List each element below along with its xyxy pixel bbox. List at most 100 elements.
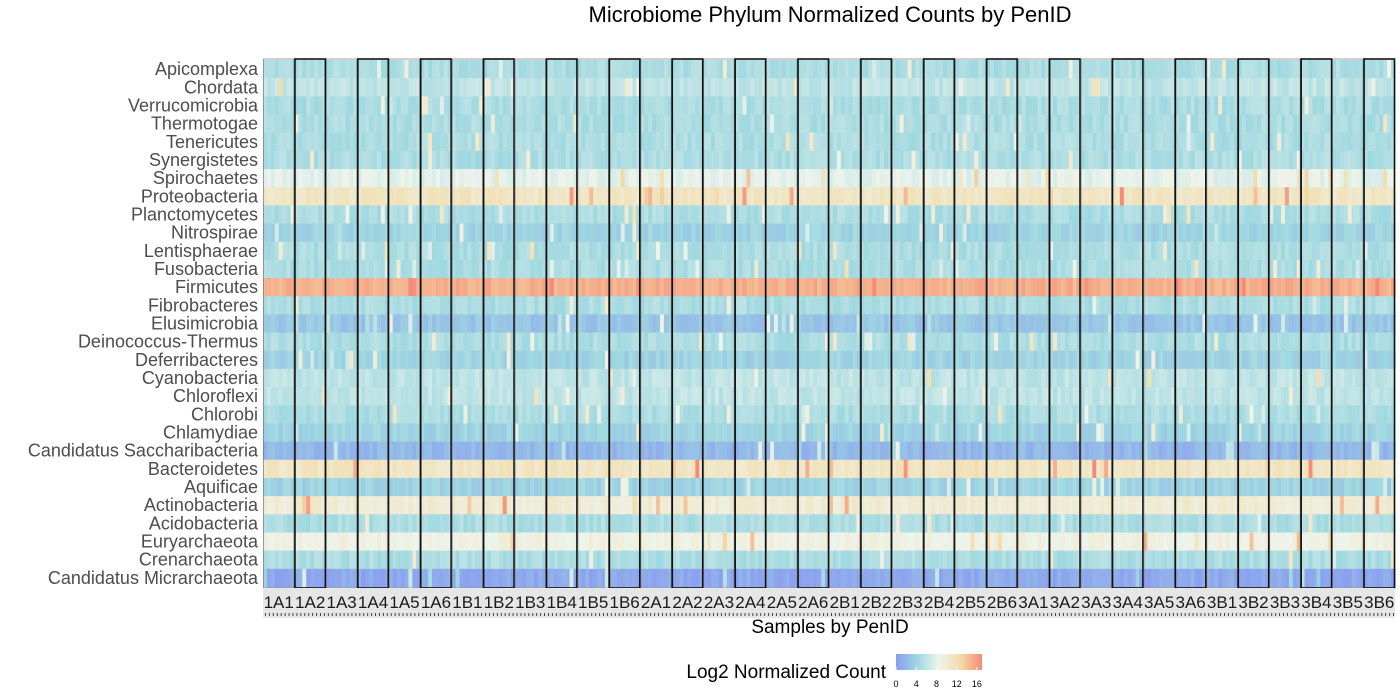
heatmap-cell xyxy=(950,350,956,370)
heatmap-cell xyxy=(817,314,822,334)
heatmap-cell xyxy=(557,241,563,261)
heatmap-cell xyxy=(1013,241,1019,261)
heatmap-cell xyxy=(746,314,751,334)
heatmap-cell xyxy=(361,296,366,316)
heatmap-cell xyxy=(829,169,834,188)
heatmap-cell xyxy=(738,150,744,170)
heatmap-cell xyxy=(534,150,539,170)
heatmap-cell xyxy=(408,241,413,261)
heatmap-cell xyxy=(1233,223,1239,243)
heatmap-cell xyxy=(1178,96,1184,116)
heatmap-cell xyxy=(1253,241,1259,261)
heatmap-cell xyxy=(581,332,586,352)
heatmap-cell xyxy=(648,60,653,79)
heatmap-cell xyxy=(801,132,807,152)
heatmap-cell xyxy=(715,314,720,334)
heatmap-cell xyxy=(970,78,976,97)
heatmap-cell xyxy=(290,314,296,334)
heatmap-cell xyxy=(1355,205,1361,225)
heatmap-cell xyxy=(341,132,347,152)
heatmap-cell xyxy=(899,223,905,243)
heatmap-cell xyxy=(1182,132,1188,152)
heatmap-cell xyxy=(703,169,708,188)
heatmap-cell xyxy=(683,205,689,225)
heatmap-cell xyxy=(1210,296,1215,316)
heatmap-cell xyxy=(561,114,567,134)
heatmap-cell xyxy=(718,241,724,261)
heatmap-cell xyxy=(1163,187,1168,206)
heatmap-cell xyxy=(306,368,311,388)
heatmap-cell xyxy=(396,132,402,152)
heatmap-cell xyxy=(353,223,358,243)
heatmap-cell xyxy=(420,314,425,334)
heatmap-cell xyxy=(463,314,468,334)
heatmap-cell xyxy=(408,278,413,297)
heatmap-cell xyxy=(439,132,445,152)
heatmap-cell xyxy=(754,278,759,297)
heatmap-cell xyxy=(1320,259,1325,279)
heatmap-cell xyxy=(711,60,716,79)
heatmap-cell xyxy=(1108,169,1113,188)
heatmap-cell xyxy=(1308,241,1314,261)
heatmap-cell xyxy=(557,259,563,279)
heatmap-cell xyxy=(412,150,417,170)
heatmap-cell xyxy=(652,332,657,352)
heatmap-cell xyxy=(341,78,347,97)
heatmap-cell xyxy=(1300,223,1306,243)
heatmap-cell xyxy=(530,187,535,206)
heatmap-cell xyxy=(726,350,732,370)
heatmap-cell xyxy=(691,96,696,116)
heatmap-cell xyxy=(310,150,315,170)
heatmap-cell xyxy=(954,296,960,316)
heatmap-cell xyxy=(357,205,362,225)
heatmap-cell xyxy=(620,332,626,352)
heatmap-cell xyxy=(659,296,665,316)
heatmap-cell xyxy=(1265,278,1270,297)
heatmap-cell xyxy=(1367,259,1373,279)
heatmap-cell xyxy=(848,296,854,316)
heatmap-cell xyxy=(1261,169,1266,188)
heatmap-cell xyxy=(443,132,449,152)
heatmap-cell xyxy=(463,278,468,297)
heatmap-cell xyxy=(974,259,979,279)
heatmap-cell xyxy=(514,223,520,243)
heatmap-cell xyxy=(1237,278,1243,297)
heatmap-cell xyxy=(577,132,582,152)
heatmap-cell xyxy=(860,96,865,116)
heatmap-row xyxy=(263,241,1396,261)
heatmap-cell xyxy=(746,78,751,97)
heatmap-cell xyxy=(314,241,319,261)
heatmap-cell xyxy=(314,259,319,279)
heatmap-cell xyxy=(597,60,602,79)
heatmap-cell xyxy=(1001,60,1007,79)
heatmap-cell xyxy=(1064,60,1070,79)
heatmap-cell xyxy=(667,132,673,152)
heatmap-cell xyxy=(1391,205,1396,225)
heatmap-cell xyxy=(1316,169,1321,188)
heatmap-cell xyxy=(298,169,303,188)
heatmap-cell xyxy=(490,205,496,225)
heatmap-cell xyxy=(966,187,972,206)
heatmap-cell xyxy=(1222,332,1227,352)
heatmap-cell xyxy=(797,169,803,188)
heatmap-cell xyxy=(1312,241,1317,261)
heatmap-cell xyxy=(1328,187,1333,206)
heatmap-cell xyxy=(907,169,913,188)
heatmap-cell xyxy=(534,350,539,370)
heatmap-cell xyxy=(966,96,972,116)
heatmap-cell xyxy=(396,350,402,370)
heatmap-cell xyxy=(471,114,476,134)
heatmap-cell xyxy=(667,332,673,352)
heatmap-cell xyxy=(463,169,468,188)
heatmap-cell xyxy=(966,296,972,316)
heatmap-cell xyxy=(974,60,979,79)
heatmap-cell xyxy=(1041,223,1046,243)
heatmap-cell xyxy=(341,241,347,261)
heatmap-cell xyxy=(490,78,496,97)
heatmap-cell xyxy=(856,78,862,97)
heatmap-cell xyxy=(1371,114,1376,134)
heatmap-row xyxy=(263,78,1396,97)
heatmap-cell xyxy=(1076,60,1082,79)
heatmap-cell xyxy=(750,296,755,316)
heatmap-cell xyxy=(1210,60,1215,79)
